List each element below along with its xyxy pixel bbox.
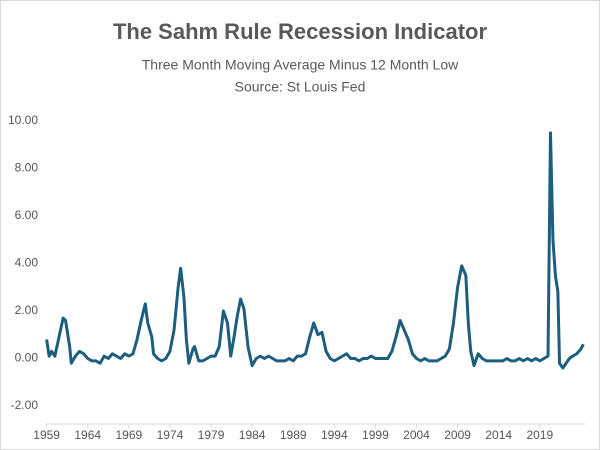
x-tick-label: 1989 [280,428,307,442]
data-line [45,131,585,370]
y-tick-label: 0.00 [15,351,39,365]
y-tick-label: 2.00 [15,303,39,317]
x-tick-label: 1964 [74,428,101,442]
x-tick-label: 2004 [403,428,430,442]
chart-subtitle: Source: St Louis Fed [235,79,366,95]
x-tick-label: 2014 [485,428,512,442]
chart-title: The Sahm Rule Recession Indicator [113,19,488,44]
chart-subtitle: Three Month Moving Average Minus 12 Mont… [142,57,459,73]
y-tick-label: 8.00 [15,161,39,175]
x-tick-label: 1979 [198,428,225,442]
x-tick-label: 1994 [321,428,348,442]
y-tick-label: -2.00 [11,398,39,412]
x-tick-label: 2019 [526,428,553,442]
x-tick-label: 1959 [33,428,60,442]
x-tick-label: 1999 [362,428,389,442]
x-tick-label: 1969 [115,428,142,442]
x-tick-label: 1984 [239,428,266,442]
y-tick-label: 10.00 [8,113,38,127]
y-tick-label: 6.00 [15,208,39,222]
x-tick-label: 1974 [157,428,184,442]
y-tick-label: 4.00 [15,256,39,270]
x-tick-label: 2009 [444,428,471,442]
